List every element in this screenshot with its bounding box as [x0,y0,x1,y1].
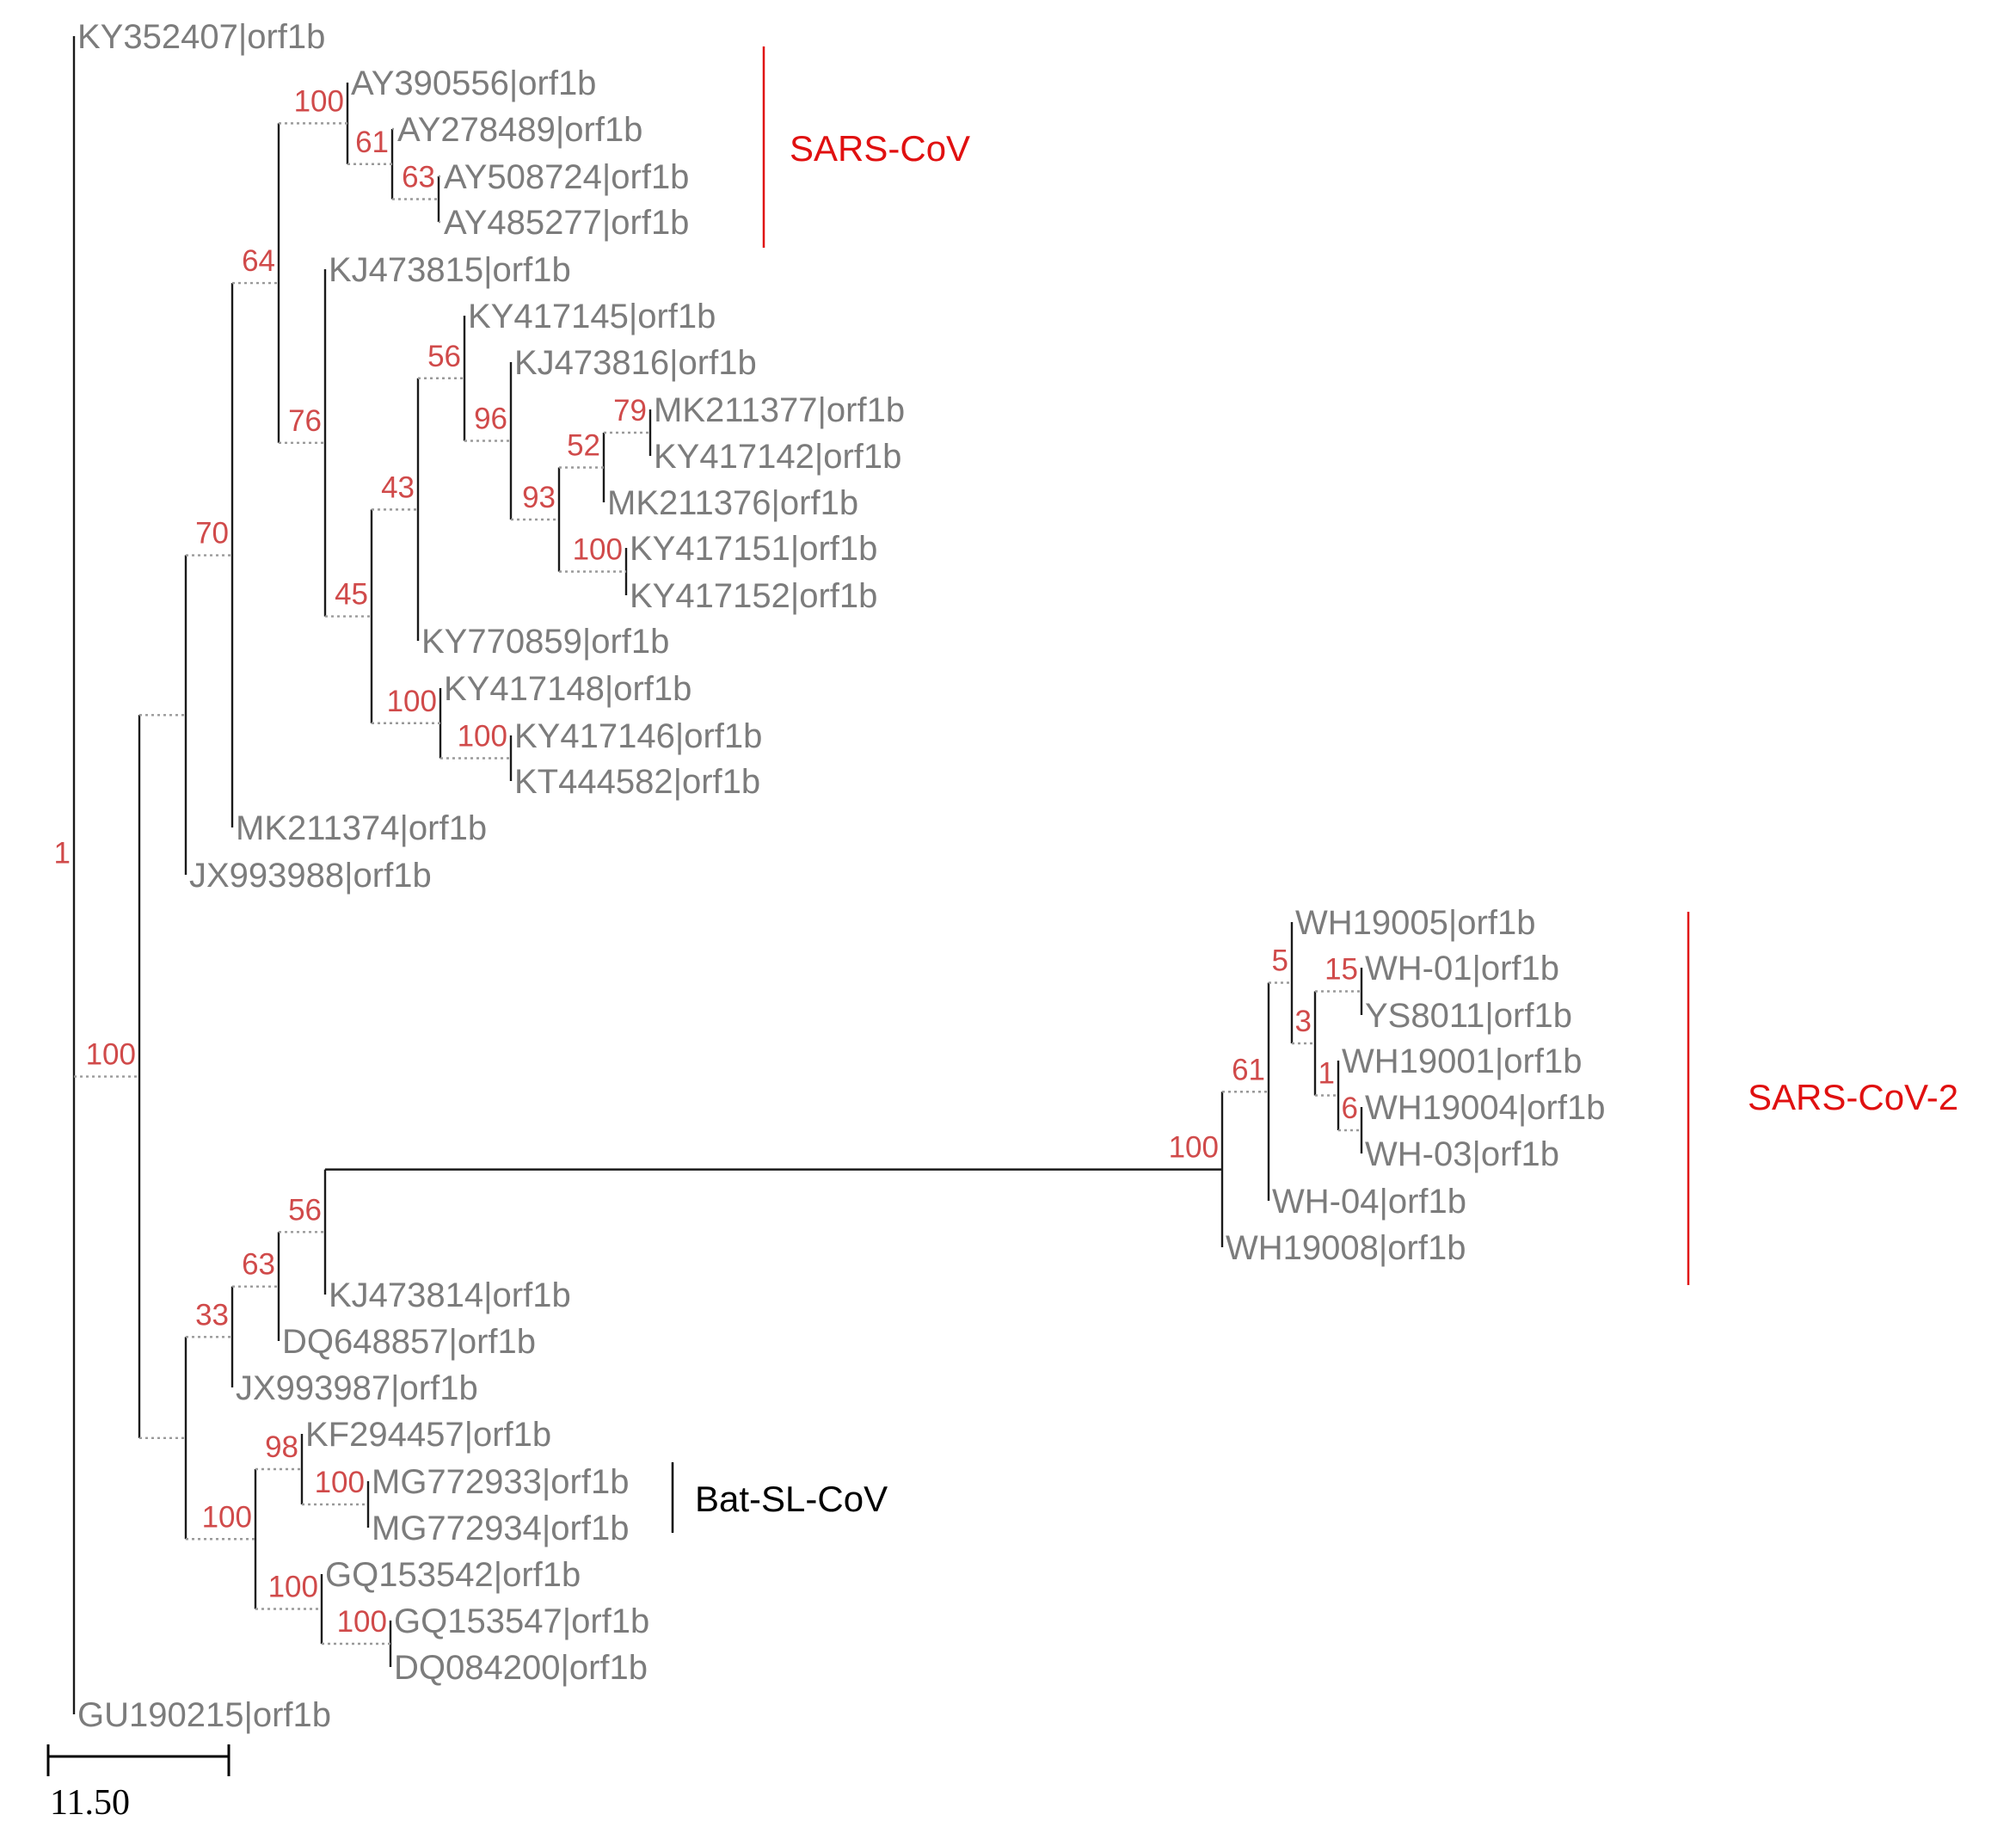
leaf-label: KF294457|orf1b [305,1416,551,1454]
support-value: 15 [1325,953,1358,987]
support-value: 96 [474,403,507,436]
support-value: 61 [1232,1053,1265,1086]
leaf-label: GU190215|orf1b [77,1696,331,1734]
support-value: 76 [288,404,322,438]
support-value: 33 [195,1298,229,1332]
leaf-label: KJ473816|orf1b [514,344,757,382]
support-value: 100 [86,1038,136,1072]
leaf-label: MG772933|orf1b [372,1463,629,1501]
support-value: 45 [335,578,368,612]
leaf-label: WH19005|orf1b [1295,904,1535,942]
support-value: 93 [522,481,556,514]
leaf-label: MK211376|orf1b [607,484,858,522]
scale-bar: 11.50 [46,1744,230,1823]
leaf-label: WH-03|orf1b [1365,1135,1559,1173]
leaf-label: KY417148|orf1b [444,670,691,708]
leaf-label: MK211377|orf1b [654,391,905,429]
leaf-label: DQ084200|orf1b [394,1649,648,1687]
support-value: 100 [387,685,437,718]
clade-sars-cov-2: SARS-CoV-2 [1687,912,1958,1285]
leaf-label: MK211374|orf1b [236,809,487,847]
leaf-label: KY417146|orf1b [514,717,762,755]
support-value: 63 [242,1248,275,1282]
leaf-label: KY770859|orf1b [421,623,669,661]
leaf-label: WH19008|orf1b [1226,1229,1466,1267]
leaf-label: KY352407|orf1b [77,18,325,56]
leaf-label: GQ153542|orf1b [325,1556,581,1594]
clade-bat-sl-cov: Bat-SL-CoV [671,1462,888,1533]
leaf-label: DQ648857|orf1b [282,1323,536,1361]
leaf-label: KJ473814|orf1b [329,1276,571,1314]
scale-bar-label: 11.50 [50,1783,130,1823]
leaf-label: JX993988|orf1b [189,857,432,895]
clade-label-bat-sl-cov: Bat-SL-CoV [695,1479,888,1519]
support-value: 63 [402,161,435,194]
support-value: 100 [573,533,623,567]
leaf-label: AY390556|orf1b [351,65,596,102]
support-value: 43 [381,471,415,504]
clade-label-sars-cov: SARS-CoV [790,128,970,169]
leaf-label: MG772934|orf1b [372,1510,629,1547]
support-value: 5 [1272,944,1288,978]
support-value: 1 [54,837,71,870]
support-value: 100 [315,1466,365,1499]
support-value: 98 [265,1430,298,1464]
support-value: 3 [1295,1005,1312,1038]
clade-label-sars-cov-2: SARS-CoV-2 [1748,1077,1958,1117]
support-value: 100 [268,1571,318,1604]
support-value: 79 [613,394,647,427]
support-value: 100 [202,1500,252,1534]
leaf-labels: KY352407|orf1b AY390556|orf1b AY278489|orf… [77,18,1605,1734]
support-value: 52 [567,429,600,463]
support-value: 1 [1318,1057,1335,1091]
leaf-label: YS8011|orf1b [1365,997,1572,1035]
support-value: 61 [355,126,389,159]
support-value: 56 [288,1193,322,1227]
leaf-label: WH19001|orf1b [1342,1043,1582,1080]
leaf-label: KY417142|orf1b [654,438,901,476]
leaf-label: WH19004|orf1b [1365,1089,1605,1127]
support-value: 100 [458,720,507,753]
leaf-label: AY278489|orf1b [397,111,642,149]
leaf-label: WH-04|orf1b [1272,1183,1466,1221]
leaf-label: AY485277|orf1b [444,204,689,242]
leaf-label: KJ473815|orf1b [329,251,571,289]
support-value: 70 [195,517,229,551]
leaf-label: AY508724|orf1b [444,158,689,196]
support-value: 100 [294,84,344,118]
support-value: 6 [1342,1092,1358,1125]
leaf-label: KT444582|orf1b [514,763,760,801]
support-value: 64 [242,244,275,278]
leaf-label: WH-01|orf1b [1365,950,1559,987]
support-value: 56 [427,340,461,373]
clade-sars-cov: SARS-CoV [762,46,970,248]
support-labels: 6361100100795293965643100100457664706115… [54,84,1358,1639]
support-value: 100 [1169,1131,1219,1165]
tree-branches [72,36,1363,1714]
leaf-label: KY417151|orf1b [630,530,877,568]
leaf-label: KY417145|orf1b [468,298,716,335]
leaf-label: GQ153547|orf1b [394,1602,649,1640]
leaf-label: KY417152|orf1b [630,577,877,615]
support-value: 100 [337,1605,387,1639]
leaf-label: JX993987|orf1b [236,1369,478,1407]
